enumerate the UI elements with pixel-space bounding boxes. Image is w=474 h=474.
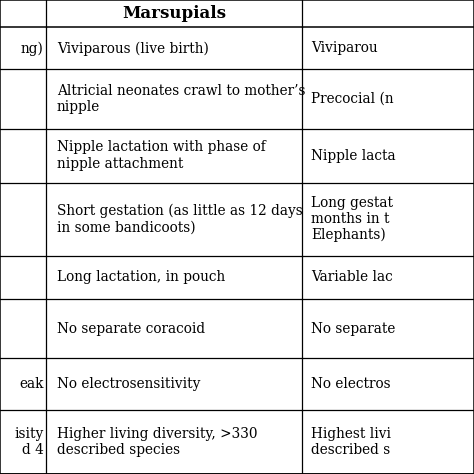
Text: Precocial (n: Precocial (n [311, 92, 393, 106]
Text: isity
d 4: isity d 4 [14, 427, 44, 457]
Text: No electros: No electros [311, 377, 391, 391]
Text: Viviparous (live birth): Viviparous (live birth) [57, 41, 209, 55]
Text: Higher living diversity, >330
described species: Higher living diversity, >330 described … [57, 427, 257, 457]
Text: eak: eak [19, 377, 44, 391]
Text: Long gestat
months in t
Elephants): Long gestat months in t Elephants) [311, 196, 393, 242]
Text: No separate: No separate [311, 322, 395, 336]
Text: No electrosensitivity: No electrosensitivity [57, 377, 200, 391]
Text: Viviparou: Viviparou [311, 41, 378, 55]
Text: Marsupials: Marsupials [122, 5, 227, 22]
Text: Short gestation (as little as 12 days
in some bandicoots): Short gestation (as little as 12 days in… [57, 204, 302, 234]
Text: Long lactation, in pouch: Long lactation, in pouch [57, 270, 225, 284]
Text: Nipple lactation with phase of
nipple attachment: Nipple lactation with phase of nipple at… [57, 140, 265, 171]
Text: ng): ng) [21, 41, 44, 55]
Text: Nipple lacta: Nipple lacta [311, 148, 396, 163]
Text: Altricial neonates crawl to mother’s
nipple: Altricial neonates crawl to mother’s nip… [57, 84, 305, 114]
Text: Highest livi
described s: Highest livi described s [311, 427, 391, 457]
Text: No separate coracoid: No separate coracoid [57, 322, 205, 336]
Text: Variable lac: Variable lac [311, 270, 392, 284]
